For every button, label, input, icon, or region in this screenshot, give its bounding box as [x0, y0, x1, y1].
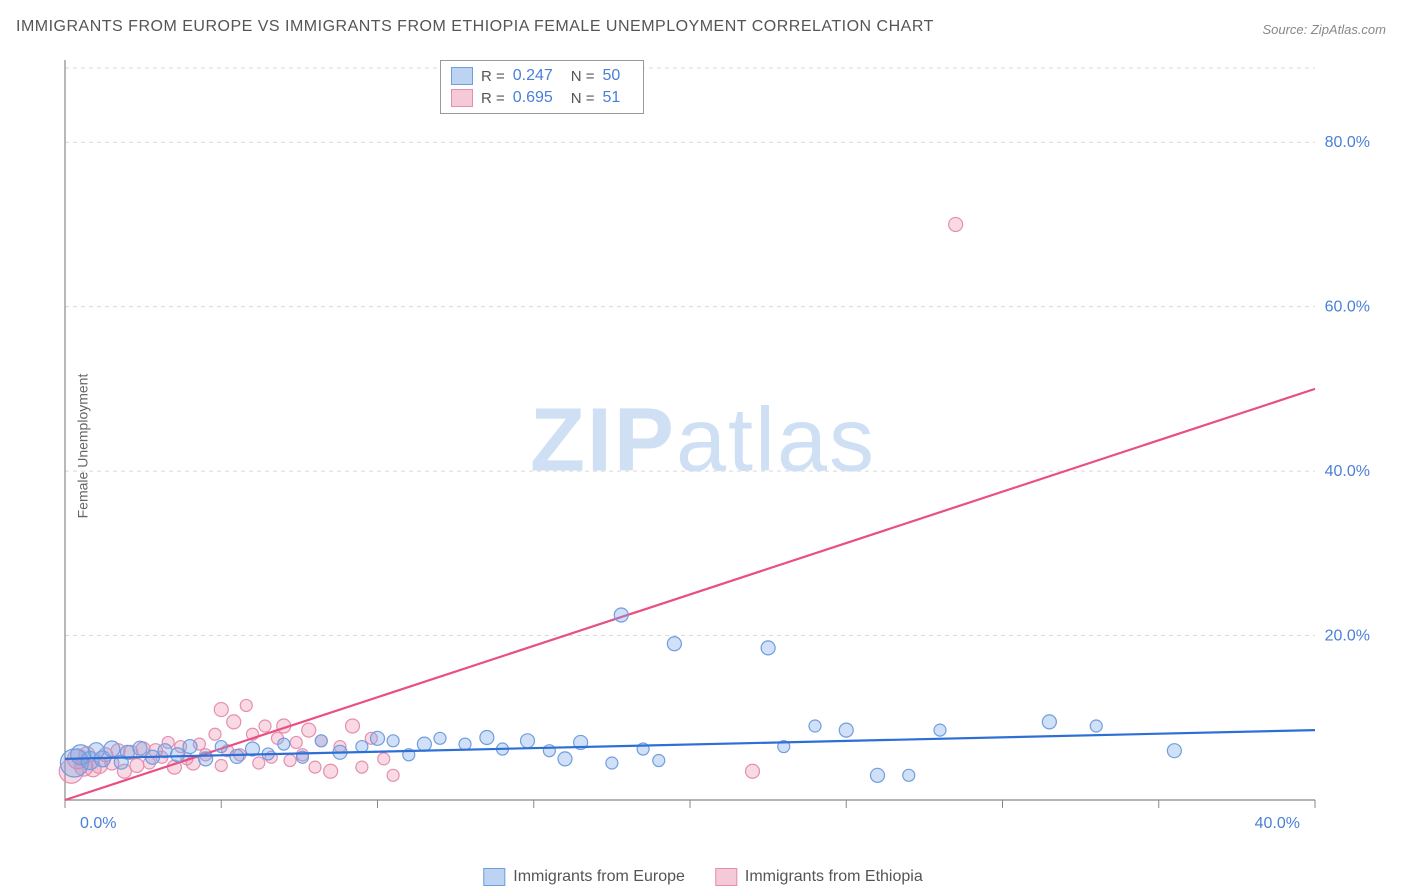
source-link[interactable]: ZipAtlas.com [1311, 22, 1386, 37]
source-label: Source: ZipAtlas.com [1262, 22, 1386, 37]
svg-text:20.0%: 20.0% [1325, 628, 1370, 645]
legend-r-label: R = [481, 90, 505, 107]
legend-bottom: Immigrants from Europe Immigrants from E… [483, 868, 922, 886]
legend-n-value: 51 [603, 89, 633, 107]
legend-label-ethiopia: Immigrants from Ethiopia [745, 868, 923, 886]
legend-item-europe: Immigrants from Europe [483, 868, 685, 886]
legend-n-value: 50 [603, 67, 633, 85]
chart-title: IMMIGRANTS FROM EUROPE VS IMMIGRANTS FRO… [16, 18, 934, 36]
legend-r-value: 0.247 [513, 67, 563, 85]
swatch-icon [451, 89, 473, 107]
legend-top: R = 0.247 N = 50 R = 0.695 N = 51 [440, 60, 644, 114]
legend-label-europe: Immigrants from Europe [513, 868, 685, 886]
legend-item-ethiopia: Immigrants from Ethiopia [715, 868, 923, 886]
legend-row: R = 0.695 N = 51 [451, 87, 633, 109]
svg-text:60.0%: 60.0% [1325, 299, 1370, 316]
swatch-europe [483, 868, 505, 886]
swatch-ethiopia [715, 868, 737, 886]
scatter-plot: 20.0% 40.0% 60.0% 80.0% 0.0% 40.0% [55, 50, 1385, 840]
legend-r-value: 0.695 [513, 89, 563, 107]
legend-n-label: N = [571, 68, 595, 85]
svg-text:0.0%: 0.0% [80, 815, 116, 832]
source-prefix: Source: [1262, 22, 1310, 37]
legend-r-label: R = [481, 68, 505, 85]
svg-text:40.0%: 40.0% [1255, 815, 1300, 832]
legend-n-label: N = [571, 90, 595, 107]
legend-row: R = 0.247 N = 50 [451, 65, 633, 87]
swatch-icon [451, 67, 473, 85]
svg-text:80.0%: 80.0% [1325, 134, 1370, 151]
svg-text:40.0%: 40.0% [1325, 463, 1370, 480]
